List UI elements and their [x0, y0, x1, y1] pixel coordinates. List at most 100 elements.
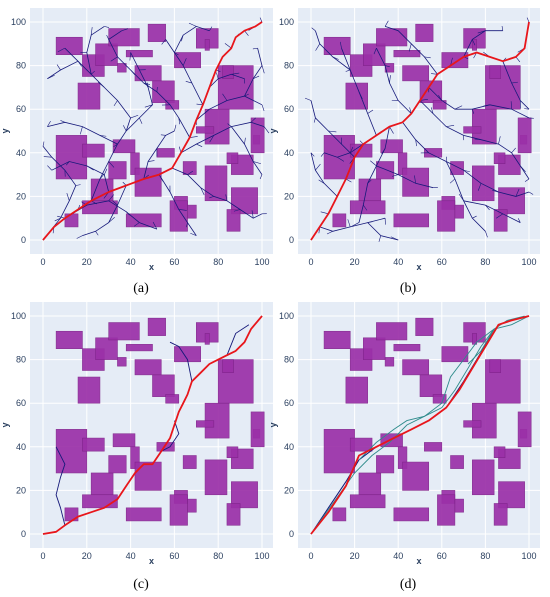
tree-twig	[95, 231, 99, 236]
obstacle-rect	[432, 394, 447, 404]
obstacle-rect	[489, 65, 501, 79]
tree-twig	[415, 139, 417, 147]
obstacle-rect	[376, 161, 395, 180]
tree-twig	[181, 34, 184, 42]
tree-branch	[161, 420, 180, 452]
x-axis-label: x	[149, 556, 154, 566]
tree-twig	[90, 70, 95, 75]
tree-twig	[42, 141, 45, 147]
tree-twig	[337, 156, 345, 162]
tree-branch	[180, 121, 265, 154]
obstacle-rect	[393, 50, 421, 58]
obstacle-rect	[55, 135, 88, 180]
obstacle-rect	[196, 126, 215, 134]
tree-branch	[480, 182, 530, 197]
obstacle-rect	[432, 100, 447, 110]
tree-twig	[133, 222, 140, 227]
tree-twig	[104, 168, 108, 175]
tree-twig	[222, 93, 228, 101]
tree-twig	[345, 178, 352, 183]
obstacle-rect	[517, 411, 532, 448]
panel-caption: (b)	[400, 281, 417, 296]
y-tick-label: 80	[284, 355, 294, 365]
tree-branch	[244, 48, 263, 97]
tree-twig	[358, 91, 363, 100]
tree-twig	[244, 30, 249, 36]
tree-twig	[99, 173, 105, 180]
obstacle-rect	[77, 82, 101, 110]
obstacle-rect	[463, 420, 482, 428]
tree-twig	[431, 73, 438, 75]
obstacle-rect	[82, 494, 118, 509]
tree-twig	[259, 174, 263, 180]
tree-twig	[99, 135, 107, 137]
tree-twig	[57, 47, 66, 53]
obstacle-rect	[134, 167, 162, 197]
obstacle-rect	[376, 455, 395, 474]
tree-twig	[472, 109, 475, 114]
tree-twig	[454, 105, 463, 110]
tree-twig	[526, 17, 530, 23]
tree-twig	[367, 221, 373, 223]
obstacle-rect	[472, 459, 495, 496]
obstacle-rect	[64, 213, 79, 228]
tree-branch	[502, 61, 530, 110]
obstacle-rect	[204, 39, 210, 51]
tree-branch	[169, 341, 193, 382]
tree-twig	[393, 28, 399, 31]
tree-twig	[326, 231, 333, 235]
tree-twig	[47, 74, 55, 79]
obstacle-rect	[402, 461, 430, 491]
obstacle-rect	[226, 209, 241, 232]
tree-twig	[139, 117, 143, 124]
tree-twig	[77, 61, 82, 67]
tree-twig	[209, 26, 213, 31]
tree-twig	[76, 235, 83, 239]
panel-b: 0 20 40 60 80 100 0 20 40 60 80 100 x y (b)	[268, 8, 540, 296]
x-tick-label: 40	[126, 551, 136, 561]
obstacle-rect	[165, 394, 180, 404]
tree-twig	[528, 191, 534, 195]
y-tick-label: 20	[284, 191, 294, 201]
tree-twig	[90, 27, 93, 36]
tree-branch	[108, 30, 144, 84]
y-tick-label: 60	[16, 104, 26, 114]
obstacle-rect	[415, 23, 434, 42]
tree-branch	[47, 60, 79, 80]
obstacle-rect	[222, 359, 234, 373]
tree-twig	[492, 189, 499, 193]
tree-twig	[517, 218, 521, 223]
obstacle-rect	[108, 161, 127, 180]
tree-twig	[373, 48, 377, 55]
planned-path	[42, 21, 263, 241]
obstacle-rect	[226, 152, 239, 165]
y-tick-label: 40	[284, 442, 294, 452]
x-tick-label: 80	[213, 257, 223, 267]
tree-twig	[449, 178, 456, 184]
tree-twig	[65, 161, 70, 166]
y-tick-label: 0	[289, 529, 294, 539]
tree-twig	[178, 117, 181, 125]
tree-branch	[463, 30, 503, 58]
tree-branch	[143, 130, 175, 180]
x-tick-label: 80	[480, 257, 490, 267]
obstacle-rect	[358, 178, 382, 202]
obstacle-rect	[437, 494, 456, 526]
y-tick-label: 60	[284, 398, 294, 408]
obstacle-rect	[349, 494, 386, 509]
y-axis-label: y	[268, 422, 278, 427]
x-tick-label: 40	[126, 257, 136, 267]
x-tick-label: 20	[82, 551, 92, 561]
tree-twig	[430, 107, 434, 114]
y-tick-label: 0	[21, 529, 26, 539]
tree-twig	[98, 82, 105, 88]
tree-twig	[520, 165, 526, 173]
y-tick-label: 20	[16, 485, 26, 495]
tree-twig	[414, 175, 416, 184]
tree-twig	[216, 72, 219, 79]
tree-twig	[227, 123, 232, 127]
tree-twig	[515, 56, 521, 63]
tree-twig	[498, 136, 501, 145]
obstacle-rect	[345, 82, 368, 110]
